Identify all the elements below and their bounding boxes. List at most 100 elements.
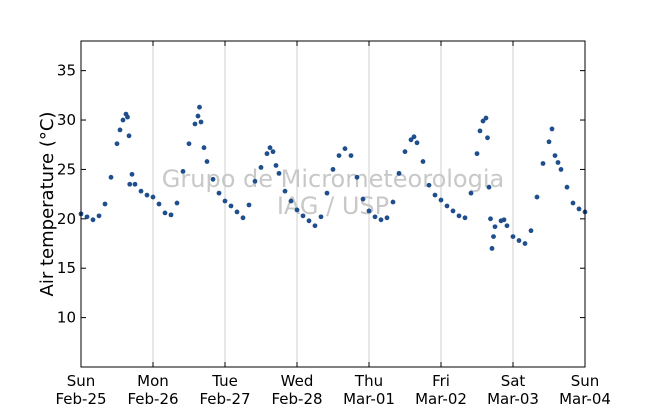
temperature-point [201,145,207,151]
temperature-point [477,128,483,134]
temperature-point [474,151,480,157]
x-tick-label-date: Feb-28 [271,390,322,408]
temperature-point [117,127,123,133]
y-tick-label: 10 [57,309,76,327]
temperature-point [282,188,288,194]
temperature-point [195,113,201,119]
x-tick-label-date: Feb-25 [55,390,106,408]
temperature-point [546,139,552,145]
temperature-point [330,167,336,172]
temperature-point [102,201,108,207]
temperature-point [534,194,540,200]
x-tick-label-day: Fri [432,372,450,390]
temperature-point [480,118,486,124]
temperature-point [222,198,228,204]
temperature-point [426,182,432,188]
temperature-point [354,174,360,180]
temperature-point [549,126,555,132]
temperature-point [216,190,222,196]
temperature-point [129,171,135,177]
temperature-point [360,196,366,202]
temperature-point [384,215,390,221]
temperature-point [564,184,570,190]
temperature-point [288,198,294,204]
temperature-point [204,159,210,164]
temperature-point [138,188,144,194]
temperature-point [198,119,204,125]
y-tick-label: 20 [57,210,76,228]
temperature-point [150,194,156,200]
temperature-point [294,207,300,213]
x-tick-label-date: Feb-26 [127,390,178,408]
temperature-point [492,224,498,230]
x-tick-label-day: Wed [281,372,314,390]
temperature-point [489,246,495,251]
x-tick-label-date: Feb-27 [199,390,250,408]
temperature-point [125,114,130,120]
temperature-point [306,218,312,224]
y-tick-label: 25 [57,160,76,178]
temperature-point [402,149,408,155]
temperature-point [240,215,246,221]
temperature-point [558,167,564,172]
temperature-point [483,115,489,121]
temperature-point [300,213,306,219]
temperature-point [90,217,96,223]
temperature-point [522,241,528,246]
temperature-point [516,238,522,243]
y-tick-label: 30 [57,111,76,129]
temperature-point [197,104,202,110]
temperature-point [168,212,174,218]
temperature-point [234,209,240,215]
y-axis-title: Air temperature (°C) [37,112,58,297]
temperature-point [84,214,90,220]
temperature-point [501,217,507,223]
temperature-point [396,170,402,176]
temperature-point [264,151,270,157]
temperature-point [390,199,396,205]
temperature-point [372,214,378,220]
temperature-point [485,135,490,141]
y-tick-label: 35 [57,62,76,80]
temperature-point [276,170,282,176]
temperature-point [408,137,414,143]
temperature-point [552,153,558,158]
temperature-point [162,210,168,216]
temperature-point [174,200,180,206]
temperature-point [366,208,372,214]
x-tick-label-day: Sat [501,372,526,390]
x-tick-label-date: Mar-03 [487,390,539,408]
temperature-point [510,234,516,240]
temperature-point [486,184,492,190]
temperature-point [488,216,493,222]
temperature-point [312,223,318,229]
temperature-point [414,140,420,146]
temperature-point [336,153,342,158]
temperature-point [444,203,450,209]
temperature-point [411,134,417,140]
temperature-point [504,223,510,229]
temperature-point [228,203,234,209]
temperature-point [120,117,126,123]
y-axis-ticks: 10 15 20 25 30 35 [57,62,585,327]
temperature-point [246,202,252,208]
temperature-point [456,213,462,219]
temperature-point [491,234,496,240]
temperature-point [156,201,162,207]
temperature-point [180,169,186,174]
temperature-points [78,104,588,251]
temperature-point [210,176,216,182]
temperature-point [132,181,138,187]
x-tick-label-date: Mar-02 [415,390,467,408]
temperature-point [438,197,444,203]
temperature-point [273,163,279,168]
plot-area-frame [80,40,586,368]
x-axis-ticks: SunFeb-25MonFeb-26TueFeb-27WedFeb-28ThuM… [55,41,611,408]
vertical-grid-lines [152,41,514,367]
temperature-point [555,160,561,165]
x-tick-label-date: Mar-01 [343,390,395,408]
temperature-point [127,181,133,187]
temperature-point [468,190,474,196]
temperature-point [144,192,150,198]
